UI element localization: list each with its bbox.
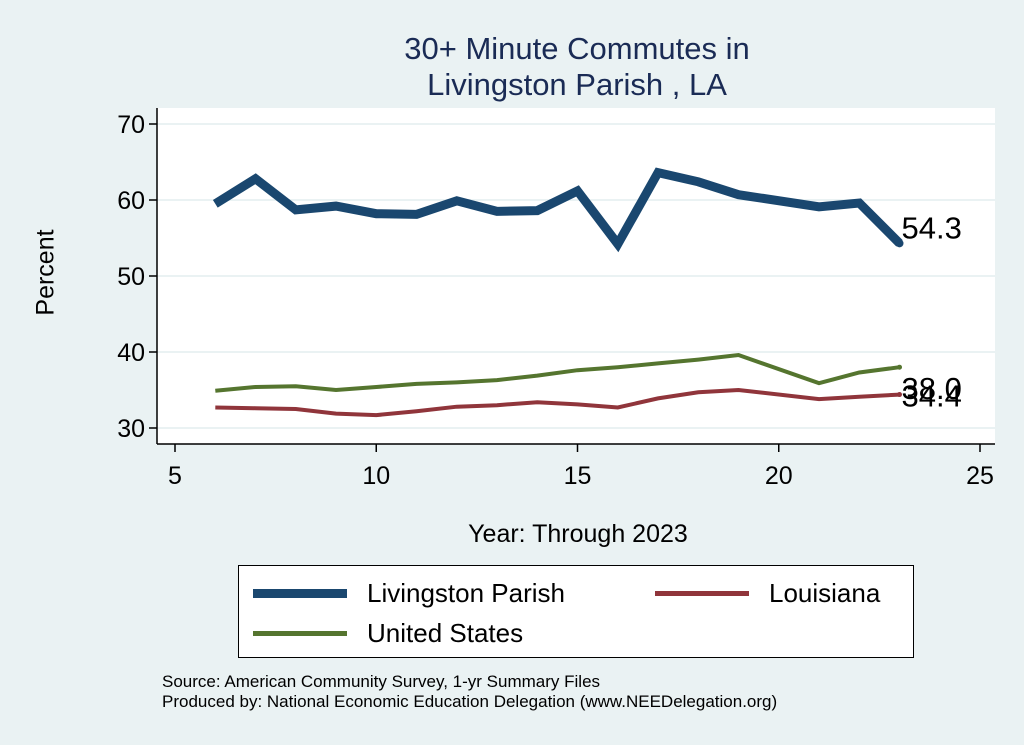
x-tick-label-25: 25 bbox=[966, 462, 994, 490]
series-end-point-louisiana bbox=[897, 392, 902, 398]
legend-item-united-states: United States bbox=[253, 618, 523, 649]
legend-swatch-livingston bbox=[253, 589, 347, 598]
producer-note: Produced by: National Economic Education… bbox=[162, 692, 778, 711]
series-line-united-states bbox=[215, 352, 900, 393]
legend-label-united-states: United States bbox=[367, 618, 524, 648]
y-tick-label-30: 30 bbox=[117, 415, 145, 443]
legend: Livingston Parish Louisiana United State… bbox=[238, 565, 914, 658]
y-axis-title: Percent bbox=[31, 229, 60, 316]
legend-label-livingston: Livingston Parish bbox=[367, 578, 565, 608]
legend-swatch-louisiana bbox=[655, 591, 749, 596]
end-labels: 54.3 38.034.4 bbox=[902, 210, 962, 413]
end-label-united-states: 38.0 bbox=[902, 371, 962, 406]
legend-item-livingston: Livingston Parish bbox=[253, 578, 565, 609]
end-label-louisiana: 34.4 bbox=[902, 379, 962, 414]
series-line-louisiana bbox=[215, 387, 900, 418]
y-tick-label-60: 60 bbox=[117, 187, 145, 215]
legend-swatch-united-states bbox=[253, 631, 347, 636]
x-tick-label-20: 20 bbox=[765, 462, 793, 490]
x-tick-label-10: 10 bbox=[362, 462, 390, 490]
y-tick-label-70: 70 bbox=[117, 111, 145, 139]
gridlines bbox=[157, 123, 995, 429]
series-lines bbox=[212, 167, 904, 418]
source-note: Source: American Community Survey, 1-yr … bbox=[162, 672, 601, 691]
x-axis-title: Year: Through 2023 bbox=[468, 520, 688, 548]
series-end-point-united-states bbox=[897, 364, 902, 370]
x-tick-label-15: 15 bbox=[564, 462, 592, 490]
chart-title-line-2: Livingston Parish , LA bbox=[427, 67, 727, 102]
end-label-livingston: 54.3 bbox=[902, 210, 962, 245]
series-end-point-livingston bbox=[895, 239, 904, 248]
y-tick-label-40: 40 bbox=[117, 339, 145, 367]
series-line-livingston bbox=[212, 167, 903, 253]
axes: 30 40 50 60 70 5 10 15 20 25 bbox=[117, 108, 995, 490]
legend-item-louisiana: Louisiana bbox=[655, 578, 880, 609]
y-tick-label-50: 50 bbox=[117, 263, 145, 291]
chart-title-line-1: 30+ Minute Commutes in bbox=[404, 31, 750, 66]
legend-label-louisiana: Louisiana bbox=[769, 578, 881, 608]
x-tick-label-5: 5 bbox=[168, 462, 182, 490]
